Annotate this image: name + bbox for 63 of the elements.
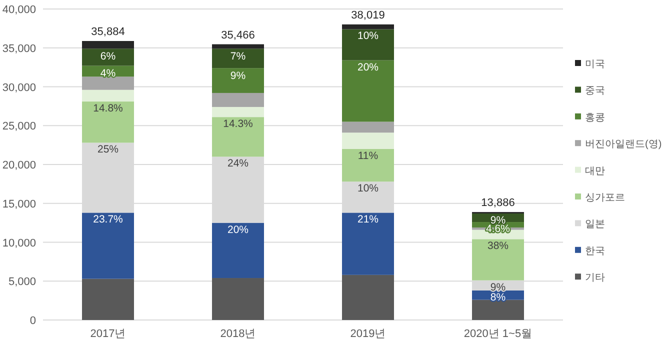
legend-label: 기타 bbox=[585, 272, 605, 284]
annotation: 38% bbox=[487, 240, 509, 252]
bar bbox=[82, 278, 134, 320]
legend-label: 일본 bbox=[585, 219, 605, 230]
bar bbox=[82, 212, 134, 279]
y-tick-label: 30,000 bbox=[2, 82, 36, 94]
legend-label: 중국 bbox=[585, 86, 605, 97]
annotation: 20% bbox=[227, 224, 249, 236]
annotation: 10% bbox=[357, 30, 379, 42]
annotation: 8% bbox=[490, 291, 506, 304]
annotation: 20% bbox=[357, 61, 379, 74]
total-label: 13,886 bbox=[481, 197, 515, 210]
bar bbox=[212, 222, 264, 278]
y-tick-label: 40,000 bbox=[2, 4, 36, 16]
annotation: 21% bbox=[357, 214, 379, 226]
legend-label: 버진아일랜드(영) bbox=[585, 139, 662, 150]
bar bbox=[342, 60, 394, 122]
y-tick-label: 35,000 bbox=[2, 42, 36, 55]
bar bbox=[212, 278, 264, 320]
bar bbox=[342, 122, 394, 133]
bar bbox=[342, 212, 394, 275]
x-tick-label: 2018년 bbox=[220, 328, 256, 340]
total-label: 35,466 bbox=[221, 29, 255, 42]
bar bbox=[212, 106, 264, 118]
bar bbox=[212, 44, 264, 49]
bar bbox=[342, 274, 394, 320]
annotation: 23.7% bbox=[93, 214, 123, 226]
total-label: 35,884 bbox=[91, 26, 125, 38]
x-tick-label: 2019년 bbox=[350, 328, 386, 340]
annotation: 4% bbox=[100, 68, 116, 80]
legend-label: 한국 bbox=[585, 246, 605, 257]
x-tick-label: 2020년 1~5월 bbox=[464, 328, 532, 340]
annotation: 14.8% bbox=[93, 102, 123, 115]
annotation: 9% bbox=[230, 70, 246, 82]
bar bbox=[342, 24, 394, 30]
bar bbox=[212, 92, 264, 107]
bar bbox=[82, 76, 134, 90]
bar bbox=[342, 132, 394, 149]
annotation: 10% bbox=[357, 182, 379, 195]
y-tick-label: 10,000 bbox=[2, 237, 36, 250]
x-tick-label: 2017년 bbox=[90, 328, 126, 340]
y-tick-label: 15,000 bbox=[2, 198, 36, 210]
legend-label: 홍콩 bbox=[585, 112, 605, 124]
bar bbox=[472, 300, 524, 320]
legend-label: 대만 bbox=[585, 166, 605, 177]
legend-label: 싱가포르 bbox=[585, 192, 625, 204]
annotation: 6% bbox=[100, 50, 116, 62]
bar bbox=[82, 90, 134, 102]
total-label: 38,019 bbox=[351, 9, 385, 22]
annotation: 7% bbox=[230, 50, 246, 62]
bar bbox=[82, 41, 134, 49]
annotation: 11% bbox=[358, 150, 378, 162]
y-tick-label: 5,000 bbox=[8, 276, 36, 288]
legend-label: 미국 bbox=[585, 59, 605, 70]
annotation: 9% bbox=[490, 281, 506, 294]
annotation: 25% bbox=[97, 144, 119, 156]
annotation: 14.3% bbox=[223, 118, 253, 130]
y-tick-label: 20,000 bbox=[2, 160, 36, 172]
bar bbox=[472, 239, 524, 280]
annotation: 24% bbox=[227, 158, 249, 170]
annotation: 4.6% bbox=[486, 223, 510, 236]
y-tick-label: 25,000 bbox=[2, 120, 36, 133]
y-tick-label: 0 bbox=[30, 315, 36, 327]
